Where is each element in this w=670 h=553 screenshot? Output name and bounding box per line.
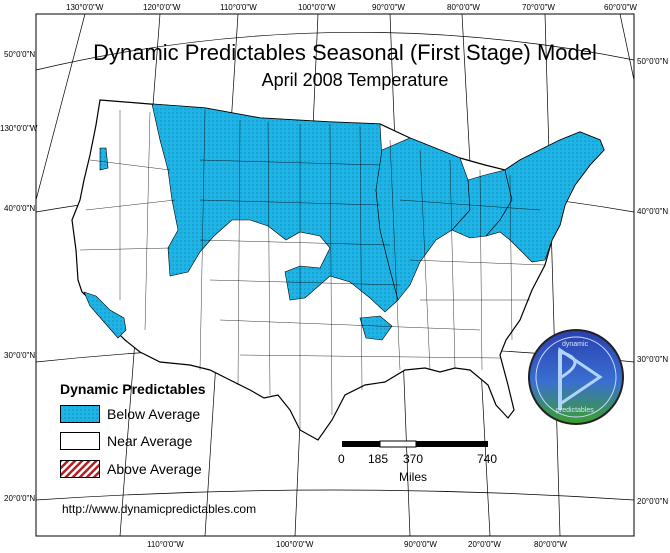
right-lat-label: 40°0'0"N [637,207,669,216]
bottom-lon-label: 80°0'0"W [534,540,567,549]
legend-title: Dynamic Predictables [60,381,206,397]
bottom-lon-label: 90°0'0"W [404,540,437,549]
scale-tick: 185 [368,452,389,466]
top-lon-label: 90°0'0"W [372,3,405,12]
website-url[interactable]: http://www.dynamicpredictables.com [62,502,257,516]
scale-tick: 740 [477,452,498,466]
scale-tick: 0 [338,452,345,466]
left-lat-label: 30°0'0"N [4,351,36,360]
legend-label: Below Average [107,406,201,422]
near-average-swatch [60,432,100,450]
map-subtitle: April 2008 Temperature [261,70,449,90]
bottom-lon-label: 110°0'0"W [147,540,184,549]
left-lat-label: 130°0'0"W [0,124,38,133]
below-average-swatch [60,405,100,423]
logo-top-text: dynamic [562,341,589,348]
right-lat-label: 20°0'0"N [637,497,669,506]
scale-unit: Miles [399,470,428,484]
right-lat-label: 30°0'0"N [637,355,669,364]
top-lon-label: 60°0'0"W [604,3,637,12]
top-lon-label: 70°0'0"W [522,3,555,12]
right-lat-label: 50°0'0"N [637,57,669,66]
left-lat-label: 50°0'0"N [4,50,36,59]
brand-logo [528,329,624,425]
scale-bar [342,440,488,448]
below-average-regions [83,103,605,341]
map-frame [35,13,635,537]
bottom-lon-label: 100°0'0"W [276,540,314,549]
top-lon-label: 130°0'0"W [66,3,104,12]
top-lon-label: 100°0'0"W [298,3,336,12]
logo-bottom-text: predictables [556,407,594,414]
above-average-swatch [60,460,100,478]
left-lat-label: 40°0'0"N [4,204,36,213]
bottom-lon-label: 20°0'0"W [468,540,501,549]
top-lon-label: 80°0'0"W [447,3,480,12]
legend-label: Above Average [107,461,202,477]
left-lat-label: 20°0'0"N [4,494,36,503]
top-lon-label: 120°0'0"W [143,3,181,12]
top-lon-label: 110°0'0"W [220,3,257,12]
county-boundaries [79,109,546,430]
map-title: Dynamic Predictables Seasonal (First Sta… [93,40,597,65]
scale-tick: 370 [403,452,424,466]
legend-label: Near Average [107,433,193,449]
